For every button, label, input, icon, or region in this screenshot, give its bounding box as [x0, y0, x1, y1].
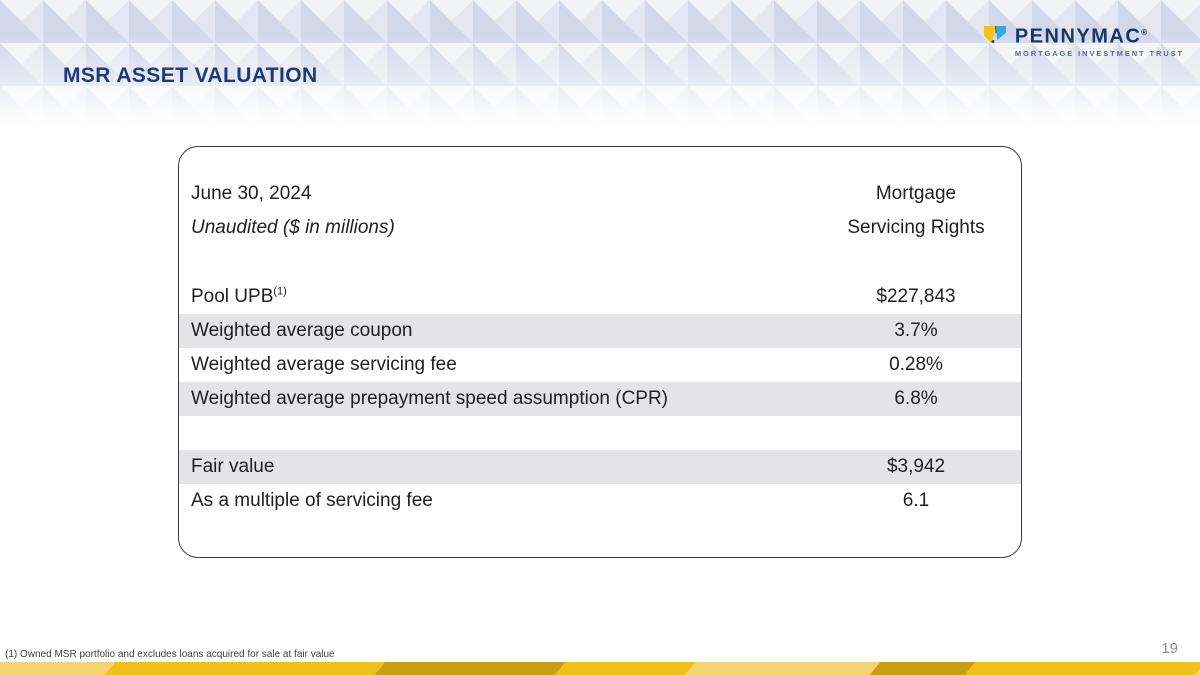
accent-segment — [104, 662, 386, 675]
row-label: Weighted average prepayment speed assump… — [191, 388, 669, 409]
accent-segment — [374, 662, 566, 675]
page-number: 19 — [1161, 640, 1178, 657]
row-value: $227,843 — [876, 286, 956, 307]
bottom-accent-strip — [0, 662, 1200, 675]
logo-wordmark-text: PENNYMAC — [1014, 25, 1142, 48]
registered-mark: ® — [1141, 28, 1149, 37]
column-header-line2: Servicing Rights — [847, 217, 985, 238]
table-row-weighted-average-coupon: Weighted average coupon 3.7% — [179, 314, 1021, 348]
row-label: Weighted average servicing fee — [191, 354, 457, 375]
page-title: MSR ASSET VALUATION — [63, 64, 318, 87]
logo-text: PENNYMAC® MORTGAGE INVESTMENT TRUST — [1015, 22, 1184, 58]
row-value: 3.7% — [894, 320, 938, 341]
row-value: 6.8% — [894, 388, 938, 409]
row-label: Pool UPB(1) — [179, 280, 811, 314]
row-label: Fair value — [191, 456, 275, 477]
accent-segment — [0, 662, 116, 675]
table-row-pool-upb: Pool UPB(1) $227,843 — [179, 280, 1021, 314]
msr-valuation-table-card: June 30, 2024 Unaudited ($ in millions) … — [178, 146, 1022, 558]
accent-segment — [554, 662, 696, 675]
logo-subtitle: MORTGAGE INVESTMENT TRUST — [1014, 48, 1184, 58]
accent-segment — [964, 662, 1200, 675]
row-label-text: Pool UPB — [191, 286, 274, 307]
accent-segment — [869, 662, 976, 675]
table-row-spacer — [179, 416, 1021, 450]
row-value: 0.28% — [889, 354, 943, 375]
table-rows: Pool UPB(1) $227,843 Weighted average co… — [179, 280, 1021, 518]
bottom-accent-bar — [0, 662, 1200, 675]
table-unaudited-note: Unaudited ($ in millions) — [191, 217, 395, 238]
table-row-multiple-of-servicing-fee: As a multiple of servicing fee 6.1 — [179, 484, 1021, 518]
column-header-line1: Mortgage — [875, 183, 957, 204]
table-date: June 30, 2024 — [191, 183, 312, 204]
pennymac-logo: PENNYMAC® MORTGAGE INVESTMENT TRUST — [982, 22, 1184, 58]
table-row-weighted-average-servicing-fee: Weighted average servicing fee 0.28% — [179, 348, 1021, 382]
header-band — [0, 0, 1200, 128]
row-label: As a multiple of servicing fee — [191, 490, 433, 511]
pennymac-pennant-icon — [983, 26, 1006, 43]
table-row-prepayment-speed-cpr: Weighted average prepayment speed assump… — [179, 382, 1021, 416]
row-value: $3,942 — [886, 456, 946, 477]
row-value: 6.1 — [902, 490, 930, 511]
logo-wordmark: PENNYMAC® — [1015, 22, 1184, 48]
table-row-fair-value: Fair value $3,942 — [179, 450, 1021, 484]
table-header-left: June 30, 2024 Unaudited ($ in millions) — [191, 177, 811, 245]
footnote-ref: (1) — [273, 285, 287, 298]
table-header: June 30, 2024 Unaudited ($ in millions) … — [179, 177, 1021, 245]
column-header-mortgage-servicing-rights: Mortgage Servicing Rights — [811, 177, 1021, 245]
row-label: Weighted average coupon — [191, 320, 413, 341]
accent-segment — [684, 662, 881, 675]
footnote: (1) Owned MSR portfolio and excludes loa… — [5, 649, 335, 660]
